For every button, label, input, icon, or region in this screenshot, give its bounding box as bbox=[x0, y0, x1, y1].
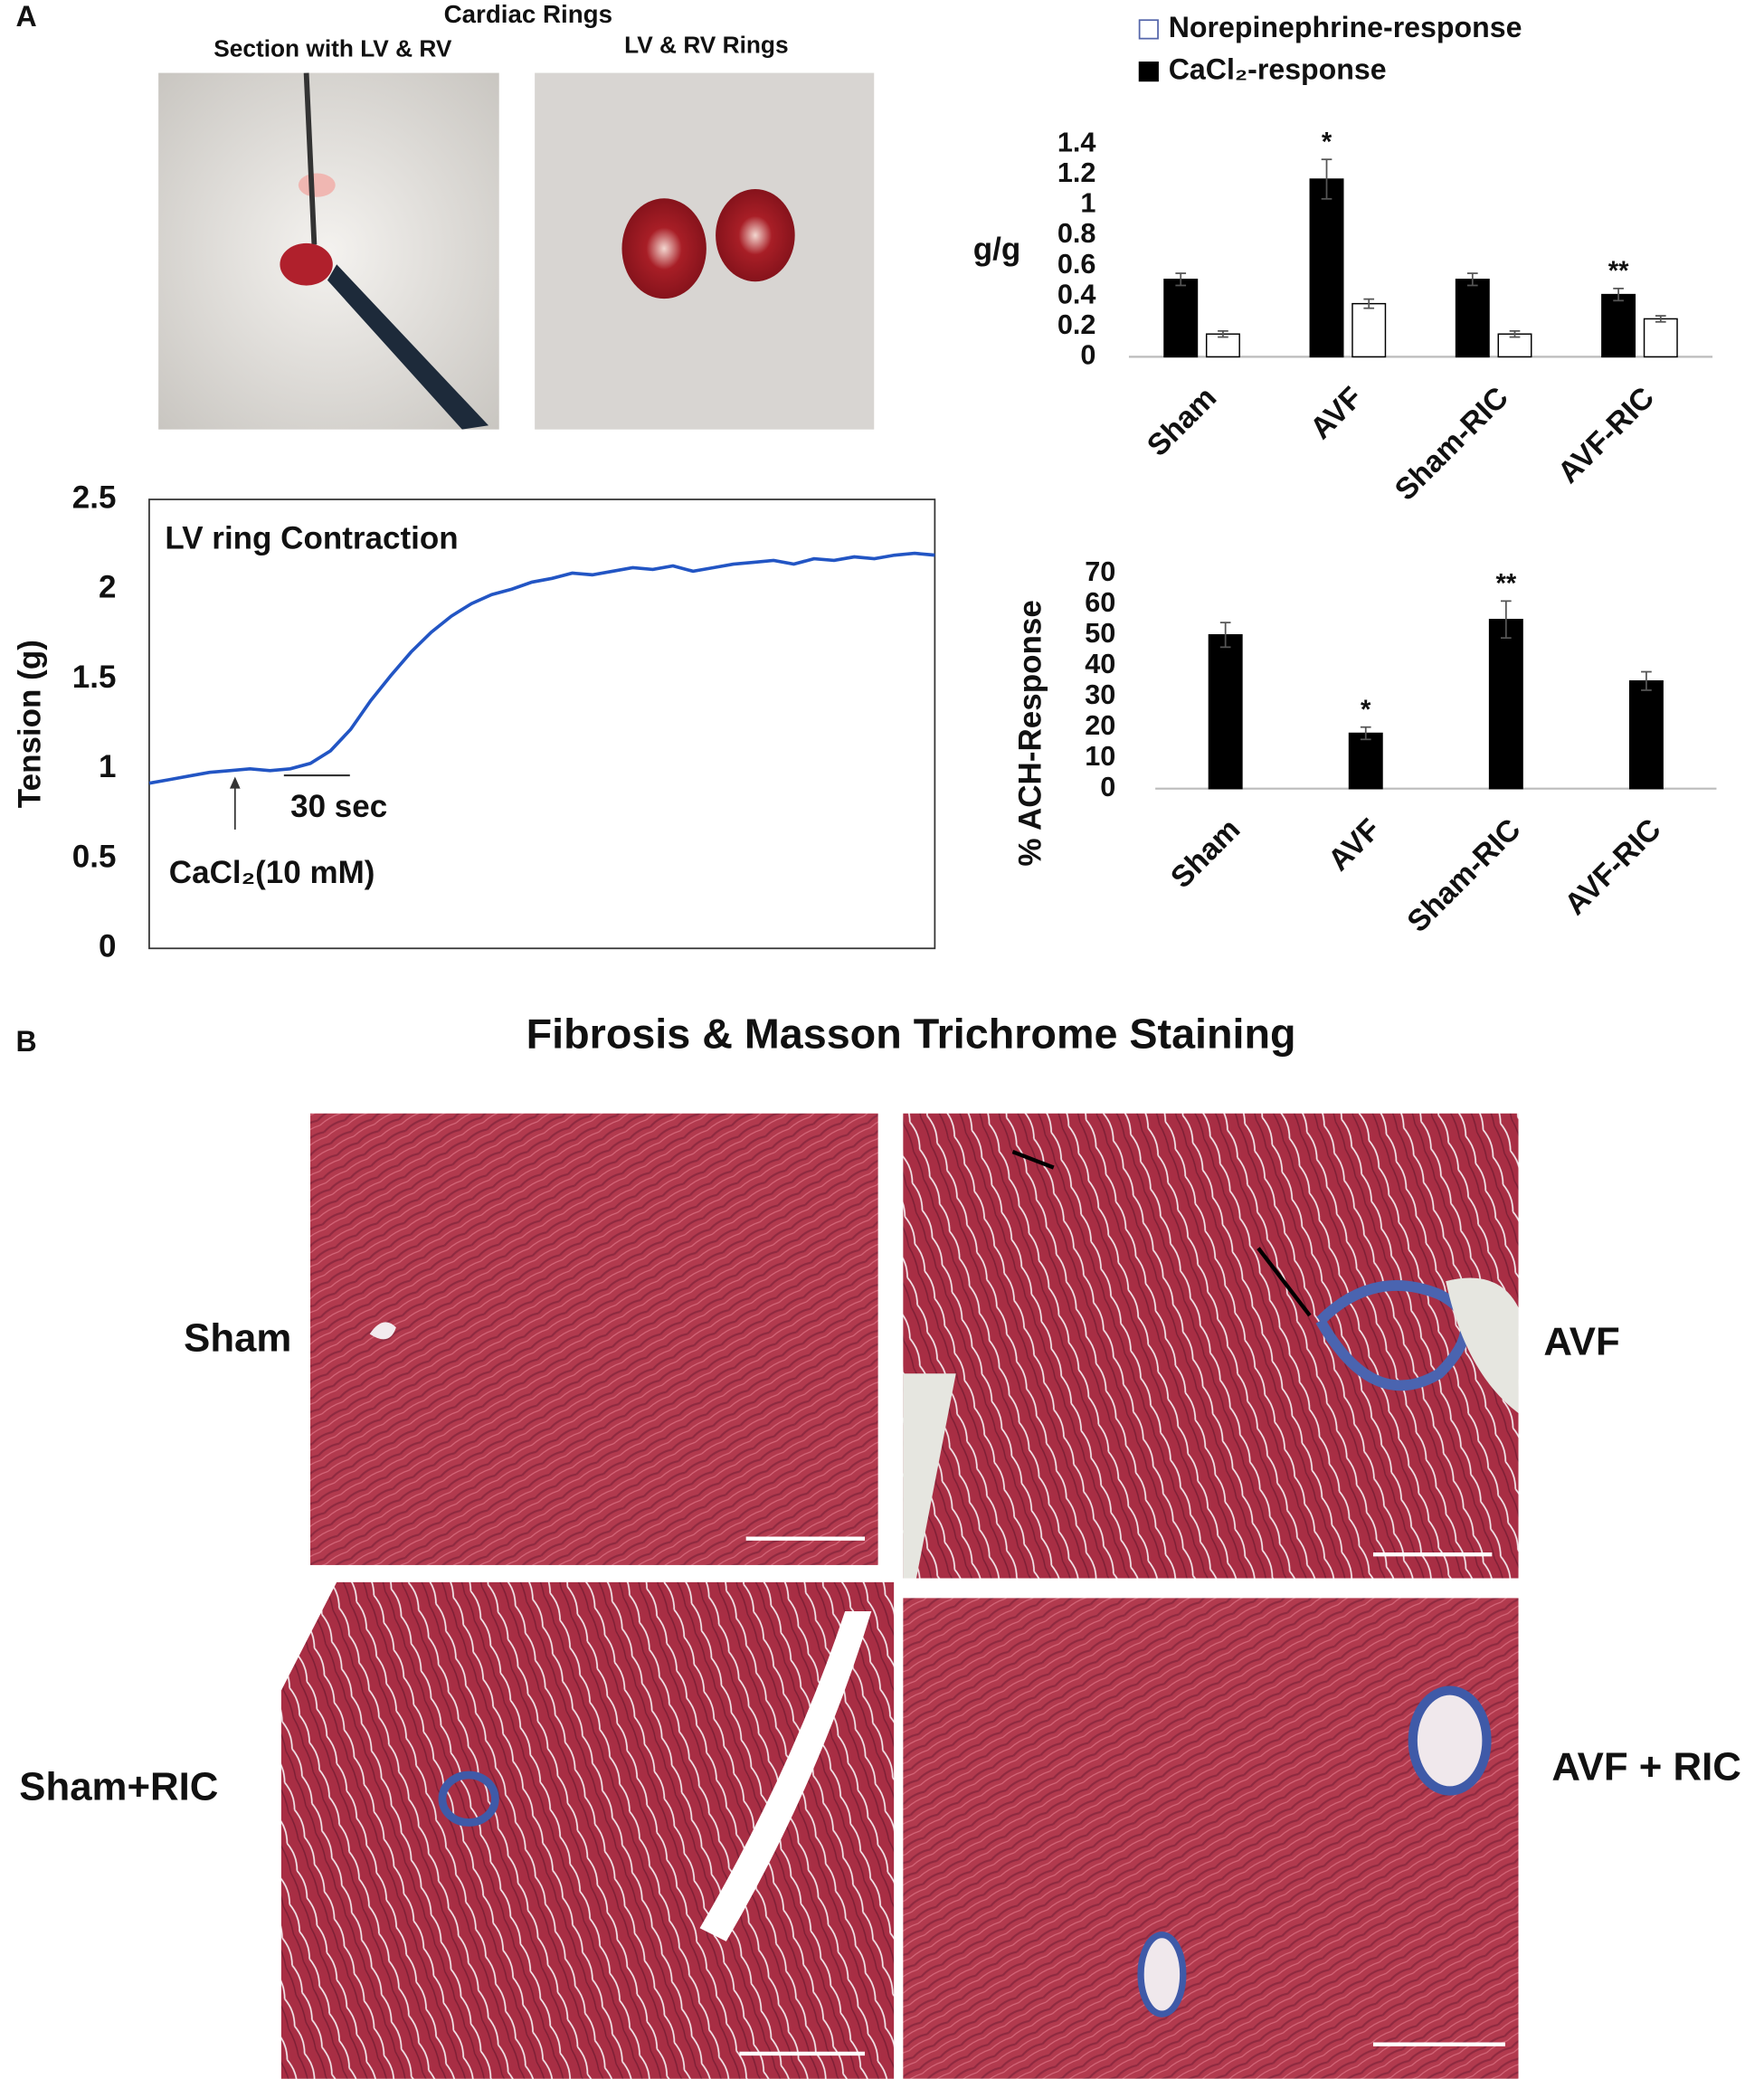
histology-label: AVF + RIC bbox=[1551, 1745, 1741, 1789]
y-tick-label: 60 bbox=[1085, 587, 1115, 618]
y-tick-label: 0.2 bbox=[1057, 309, 1096, 340]
y-tick-label: 0.8 bbox=[1057, 218, 1096, 249]
arrowhead bbox=[229, 776, 241, 789]
bar bbox=[1208, 634, 1243, 790]
plot-frame bbox=[148, 498, 936, 950]
x-tick-label: AVF-RIC bbox=[1559, 812, 1668, 922]
histology-image bbox=[903, 1598, 1519, 2079]
bar bbox=[1455, 279, 1490, 358]
y-tick-label: 0 bbox=[1080, 339, 1095, 370]
section-title: Fibrosis & Masson Trichrome Staining bbox=[526, 1010, 1296, 1057]
y-tick-label: 1.5 bbox=[72, 660, 117, 695]
y-tick-label: 0.4 bbox=[1057, 279, 1096, 309]
histology-label: Sham+RIC bbox=[19, 1765, 218, 1809]
y-tick-label: 1.2 bbox=[1057, 157, 1096, 188]
bar bbox=[1348, 732, 1383, 790]
x-tick-label: Sham-RIC bbox=[1389, 381, 1515, 508]
panel-label: A bbox=[16, 0, 37, 33]
histology-image bbox=[280, 1581, 895, 2079]
y-tick-label: 50 bbox=[1085, 618, 1115, 649]
x-tick-label: AVF bbox=[1322, 812, 1387, 878]
panel-label: B bbox=[16, 1025, 37, 1058]
x-tick-label: Sham bbox=[1164, 812, 1247, 895]
legend-label: CaCl₂-response bbox=[1169, 53, 1387, 86]
x-tick-label: Sham-RIC bbox=[1401, 812, 1528, 939]
photo-section bbox=[158, 72, 499, 430]
legend-swatch bbox=[1138, 19, 1159, 40]
photo-rings bbox=[535, 72, 875, 430]
histology-image bbox=[310, 1113, 878, 1565]
y-tick-label: 0.5 bbox=[72, 839, 117, 874]
histology-label: AVF bbox=[1543, 1320, 1619, 1364]
annotation: * bbox=[1322, 128, 1332, 157]
y-tick-label: 1 bbox=[99, 749, 116, 784]
y-axis-label: g/g bbox=[973, 232, 1021, 267]
y-axis-label: % ACH-Response bbox=[1013, 600, 1048, 866]
y-tick-label: 1.4 bbox=[1057, 127, 1096, 157]
y-tick-label: 0.6 bbox=[1057, 249, 1096, 280]
bar bbox=[1601, 293, 1636, 358]
photo-label: LV & RV Rings bbox=[624, 31, 788, 58]
annotation: ** bbox=[1495, 570, 1516, 599]
y-tick-label: 20 bbox=[1085, 710, 1115, 741]
annotation: CaCl₂(10 mM) bbox=[169, 855, 375, 890]
legend-label: Norepinephrine-response bbox=[1169, 11, 1522, 43]
annotation: ** bbox=[1608, 257, 1629, 286]
bar bbox=[1309, 178, 1344, 358]
histology-label: Sham bbox=[184, 1315, 291, 1360]
x-tick-label: AVF bbox=[1304, 381, 1370, 446]
x-tick-label: Sham bbox=[1141, 381, 1223, 463]
bar bbox=[1351, 302, 1387, 358]
y-tick-label: 2 bbox=[99, 570, 116, 605]
histology-image bbox=[903, 1113, 1519, 1579]
bar bbox=[1643, 318, 1678, 358]
x-tick-label: AVF-RIC bbox=[1551, 381, 1661, 490]
y-tick-label: 10 bbox=[1085, 741, 1115, 772]
y-tick-label: 0 bbox=[99, 929, 116, 964]
annotation: 30 sec bbox=[290, 789, 387, 824]
y-tick-label: 1 bbox=[1080, 188, 1095, 219]
chart-title: LV ring Contraction bbox=[165, 521, 458, 556]
bar bbox=[1163, 279, 1199, 358]
y-axis-label: Tension (g) bbox=[12, 640, 47, 808]
y-tick-label: 0 bbox=[1100, 772, 1115, 802]
photo-label: Section with LV & RV bbox=[213, 35, 452, 62]
line bbox=[148, 551, 935, 785]
photos-title: Cardiac Rings bbox=[444, 0, 612, 28]
bar bbox=[1628, 679, 1664, 790]
y-tick-label: 30 bbox=[1085, 679, 1115, 710]
annotation: * bbox=[1361, 696, 1371, 725]
y-tick-label: 70 bbox=[1085, 556, 1115, 587]
y-tick-label: 40 bbox=[1085, 649, 1115, 679]
y-tick-label: 2.5 bbox=[72, 479, 117, 515]
bar bbox=[1488, 619, 1523, 790]
legend-swatch bbox=[1138, 62, 1159, 82]
